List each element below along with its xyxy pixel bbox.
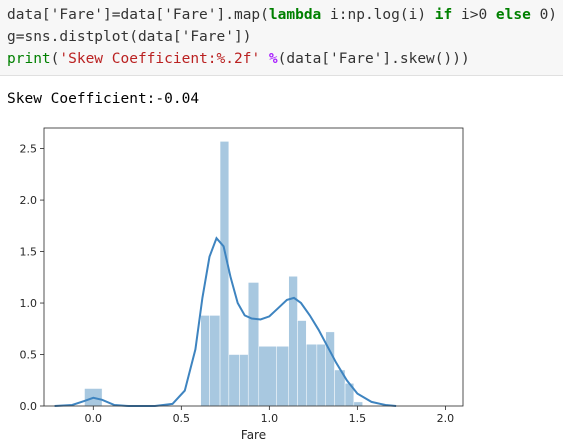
x-axis: 0.0 0.5 1.0 1.5 2.0 [85,406,455,425]
y-tick-label: 2.0 [20,194,38,207]
code-text: 0) [530,7,558,23]
histogram-bar [316,343,326,407]
y-tick-label: 2.5 [20,143,38,156]
code-line-2: g=sns.distplot(data['Fare']) [7,26,563,48]
code-text: i:np.log(i) [321,7,435,23]
histogram-bars [84,141,363,407]
histogram-bar [228,354,240,407]
y-tick-label: 0.0 [20,400,38,413]
x-tick-label: 2.0 [437,412,455,425]
kde-line [54,236,397,407]
histogram-bar [297,320,307,407]
histogram-bar [239,354,249,407]
code-keyword: if [434,7,453,23]
code-text: ( [50,51,60,67]
code-string: 'Skew Coefficient:%.2f' [59,51,261,67]
x-tick-label: 1.0 [261,412,279,425]
histogram-bar [209,315,221,407]
code-text: i>0 [452,7,496,23]
x-axis-title: Fare [241,428,266,442]
code-keyword: else [495,7,531,23]
histogram-bar [288,276,298,407]
histogram-bar [200,315,210,407]
histogram-bar [258,346,277,407]
histogram-bar [219,141,230,407]
x-tick-label: 0.5 [173,412,191,425]
histogram-bar [325,331,335,407]
code-line-1: data['Fare']=data['Fare'].map(lambda i:n… [7,4,563,26]
output-text: Skew Coefficient:-0.04 [7,91,200,107]
plot-area [43,127,464,407]
histogram-bar [247,282,260,407]
code-cell[interactable]: data['Fare']=data['Fare'].map(lambda i:n… [0,0,563,76]
code-text: (data['Fare'].skew())) [277,51,470,67]
y-tick-label: 1.5 [20,246,38,259]
histogram-bar [276,346,289,407]
histogram-bar [353,401,363,407]
code-text: data['Fare']=data['Fare'].map( [7,7,269,23]
code-text: g=sns.distplot(data['Fare']) [7,29,252,45]
y-tick-label: 0.5 [20,349,38,362]
code-operator: % [268,51,278,67]
code-line-3: print('Skew Coefficient:%.2f' %(data['Fa… [7,48,563,70]
y-tick-label: 1.0 [20,297,38,310]
histogram-bar [306,343,318,407]
y-axis: 0.0 0.5 1.0 1.5 2.0 2.5 [20,143,44,413]
x-tick-label: 0.0 [85,412,103,425]
code-builtin: print [7,51,51,67]
x-tick-label: 1.5 [349,412,367,425]
code-keyword: lambda [268,7,322,23]
